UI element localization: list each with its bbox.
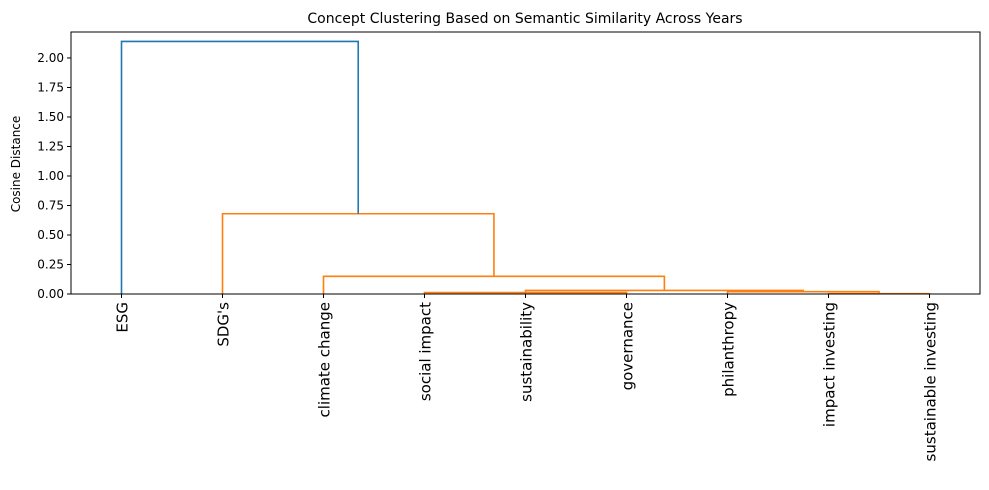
y-axis: 0.00 0.25 0.50 0.75 1.00 1.25 1.50 1.75 2.00 — [37, 51, 71, 301]
leaf-label: sustainable investing — [922, 302, 940, 461]
y-axis-label: Cosine Distance — [9, 116, 23, 213]
y-tick-label: 2.00 — [37, 51, 64, 65]
dendrogram-link — [322, 275, 666, 294]
leaf-label: impact investing — [821, 302, 839, 427]
leaf-label: ESG — [114, 302, 132, 333]
y-tick-label: 0.50 — [37, 228, 64, 242]
dendrogram-link — [221, 212, 495, 294]
leaf-label: governance — [619, 302, 637, 390]
leaf-label: SDG's — [215, 302, 233, 347]
dendrogram-link — [726, 290, 880, 294]
dendrogram-link — [120, 40, 360, 294]
y-tick-label: 1.25 — [37, 139, 64, 153]
y-tick-label: 1.00 — [37, 169, 64, 183]
plot-frame — [70, 31, 981, 295]
leaf-label: philanthropy — [720, 302, 738, 397]
chart-title: Concept Clustering Based on Semantic Sim… — [307, 11, 742, 27]
x-axis: ESG SDG's climate change social impact susta… — [114, 294, 940, 461]
y-tick-label: 1.75 — [37, 80, 64, 94]
y-tick-label: 0.25 — [37, 257, 64, 271]
leaf-label: sustainability — [518, 302, 536, 402]
y-tick-label: 0.75 — [37, 198, 64, 212]
y-tick-label: 1.50 — [37, 110, 64, 124]
y-tick-label: 0.00 — [37, 287, 64, 301]
leaf-label: climate change — [316, 302, 334, 417]
leaf-label: social impact — [417, 302, 435, 401]
dendrogram-links — [120, 40, 931, 295]
